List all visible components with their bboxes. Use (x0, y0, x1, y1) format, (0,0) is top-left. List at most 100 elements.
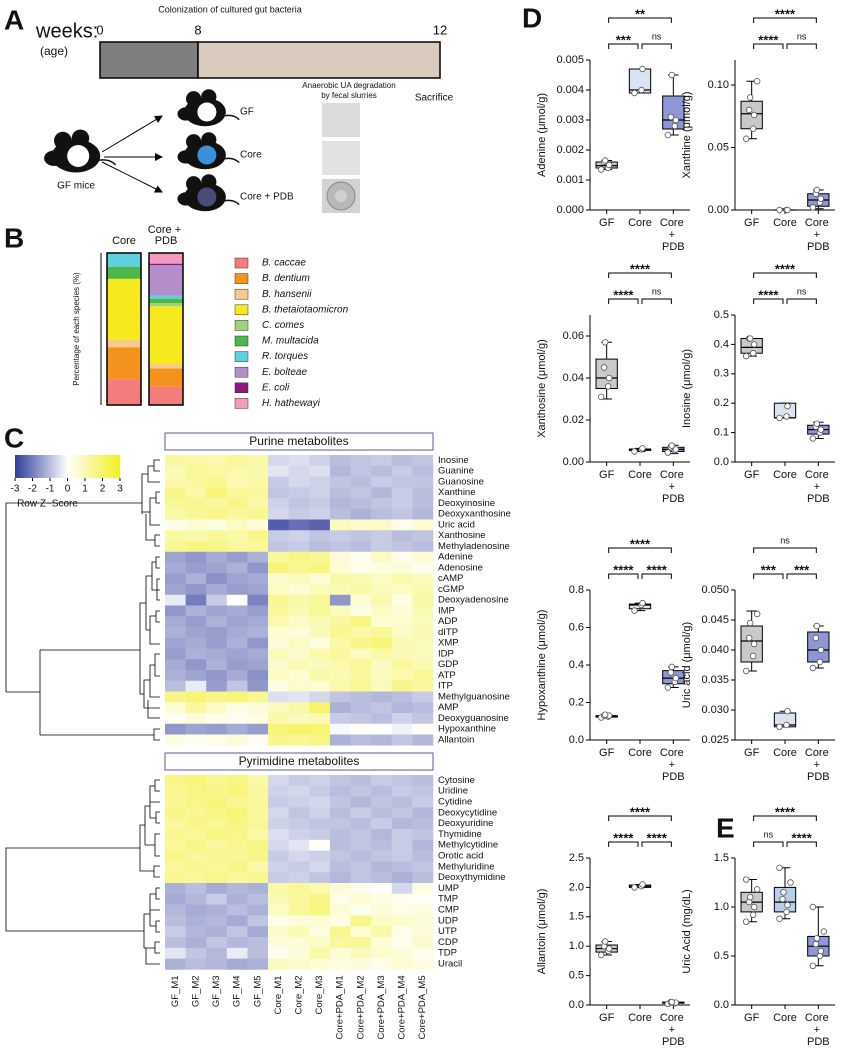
x-tick-label: GF (599, 747, 615, 759)
y-axis-label: Inosine (μmol/g) (681, 349, 693, 428)
heatmap-cell (206, 850, 228, 862)
row-label: ADP (438, 616, 458, 627)
row-label: XMP (438, 638, 459, 649)
heatmap-cell (226, 465, 248, 477)
heatmap-cell (185, 775, 207, 787)
bar-segment (149, 363, 183, 369)
heatmap-cell (268, 680, 289, 692)
color-key-tick-label: -2 (28, 484, 37, 495)
row-label: Xanthosine (438, 530, 486, 541)
heatmap-cell (268, 723, 289, 735)
section-header (164, 432, 434, 451)
heatmap-cell (309, 659, 331, 671)
heatmap-cell (206, 670, 228, 682)
heatmap-cell (226, 723, 248, 735)
heatmap-cell (309, 508, 331, 520)
data-point (746, 619, 754, 627)
heatmap-cell (165, 785, 186, 797)
heatmap-cell (206, 861, 228, 873)
heatmap-cell (247, 541, 269, 553)
heatmap-cell (226, 659, 248, 671)
heatmap-cell (226, 713, 248, 725)
y-axis-label: Adenine (μmol/g) (536, 93, 548, 177)
heatmap-cell (226, 455, 248, 467)
bar-segment (107, 339, 141, 348)
heatmap-cell (391, 872, 413, 884)
legend-swatch (234, 366, 249, 378)
heatmap-cell (309, 562, 331, 574)
row-label: Uracil (438, 959, 462, 970)
heatmap-cell (391, 947, 413, 959)
heatmap-cell (268, 508, 289, 520)
heatmap-cell (247, 476, 269, 488)
heatmap-cell (165, 915, 186, 927)
mouse-belly (197, 187, 217, 207)
heatmap-cell (247, 947, 269, 959)
heatmap-cell (391, 465, 413, 477)
heatmap-cell (226, 702, 248, 714)
heatmap-cell (412, 627, 434, 639)
legend-label: B. thetaiotaomicron (262, 304, 349, 315)
heatmap-cell (412, 904, 434, 916)
heatmap-cell (288, 926, 310, 938)
heatmap-cell (412, 785, 434, 797)
heatmap-cell (329, 796, 351, 808)
color-key-tick-label: -3 (11, 484, 20, 495)
data-point (601, 711, 609, 718)
row-label: ITP (438, 681, 453, 692)
heatmap-cell (329, 904, 351, 916)
row-label: Deoxyguanosine (438, 713, 509, 724)
heatmap-cell (350, 893, 372, 905)
significance-label: ns (797, 31, 807, 41)
heatmap-cell (371, 455, 393, 467)
data-point (776, 723, 783, 730)
legend-swatch (234, 398, 249, 409)
heatmap-cell (288, 680, 310, 692)
heatmap-cell (391, 775, 413, 787)
heatmap-cell (165, 541, 186, 553)
heatmap-cell (309, 807, 331, 819)
row-label: UTP (438, 926, 457, 937)
heatmap-cell (412, 680, 434, 692)
heatmap-cell (268, 455, 289, 467)
heatmap-cell (165, 807, 186, 819)
significance-label: **** (775, 6, 796, 21)
heatmap-cell (329, 702, 351, 714)
data-point (745, 106, 753, 114)
legend-swatch (234, 382, 249, 394)
heatmap-cell (185, 455, 207, 467)
x-tick-label: Core (112, 235, 136, 247)
heatmap-cell (206, 807, 228, 819)
heatmap-cell (309, 937, 331, 949)
x-tick-label: Core (773, 469, 797, 481)
heatmap-cell (288, 519, 310, 531)
column-label: GF_M2 (190, 975, 201, 1007)
heatmap-cell (329, 498, 351, 510)
heatmap-cell (391, 904, 413, 916)
data-point (597, 166, 605, 173)
heatmap-cell (329, 958, 351, 970)
heatmap-cell (329, 541, 351, 553)
significance-label: ns (652, 31, 662, 41)
data-point (667, 113, 675, 121)
data-point (812, 941, 820, 948)
row-label: UDP (438, 915, 458, 926)
heatmap-cell (309, 637, 331, 649)
heatmap-cell (268, 872, 289, 884)
y-tick-label: 0.00 (708, 204, 729, 216)
panel-label: A (4, 4, 24, 35)
heatmap-cell (371, 839, 393, 851)
x-tick-label: Core (628, 469, 652, 481)
heatmap-cell (391, 551, 413, 563)
heatmap-cell (391, 723, 413, 735)
heatmap-cell (350, 637, 372, 649)
heatmap-cell (185, 872, 207, 884)
heatmap-cell (288, 818, 310, 830)
significance-label: **** (775, 261, 796, 276)
heatmap-cell (206, 915, 228, 927)
heatmap-cell (247, 958, 269, 970)
heatmap-cell (391, 937, 413, 949)
x-tick-label: Core + PDB (805, 217, 832, 253)
row-label: Deoxyinosine (438, 498, 495, 509)
heatmap-cell (412, 702, 434, 714)
